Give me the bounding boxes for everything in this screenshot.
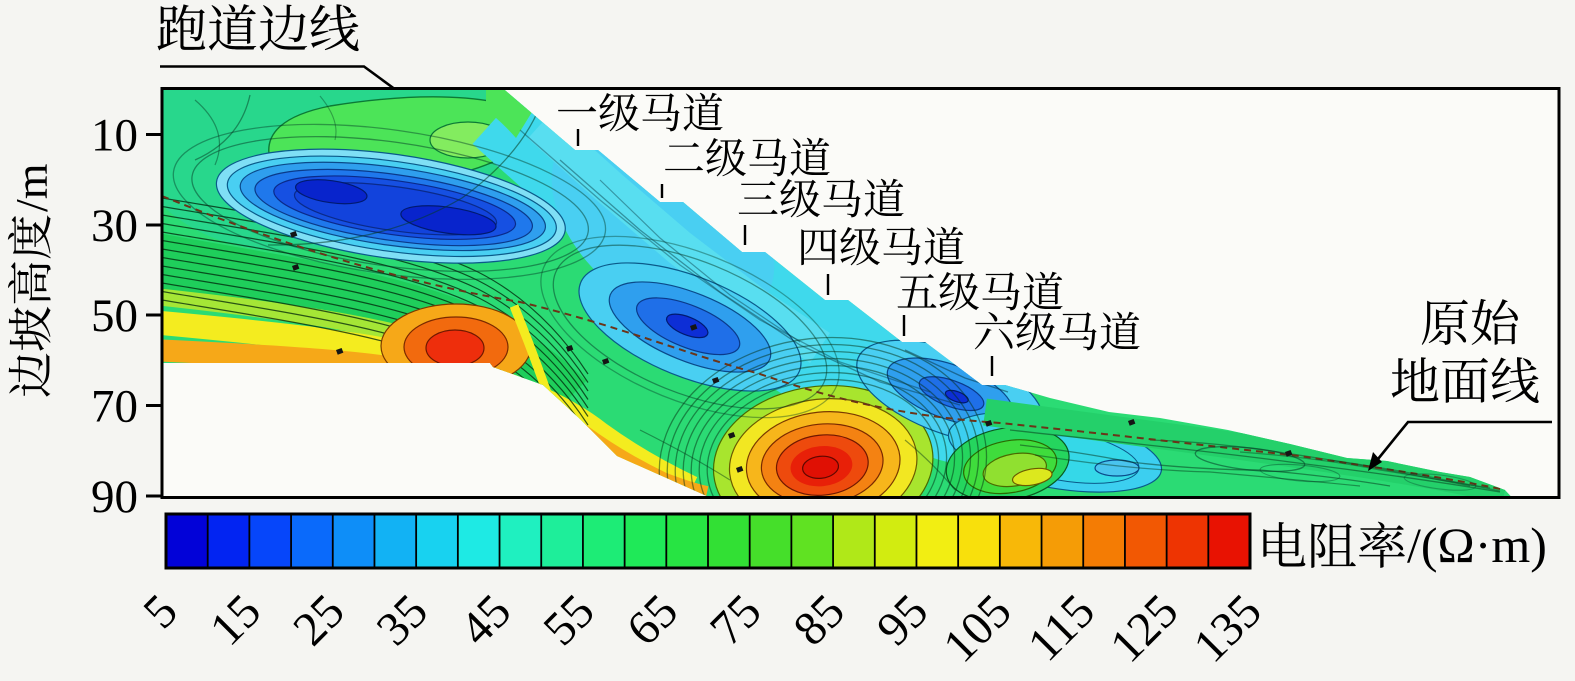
svg-text:90: 90: [91, 471, 138, 523]
svg-text:50: 50: [91, 290, 138, 342]
svg-text:30: 30: [91, 200, 138, 252]
svg-text:/m: /m: [6, 163, 57, 212]
svg-text:10: 10: [91, 110, 138, 162]
svg-text:70: 70: [91, 381, 138, 433]
svg-text:/(Ω·m): /(Ω·m): [1407, 517, 1547, 573]
